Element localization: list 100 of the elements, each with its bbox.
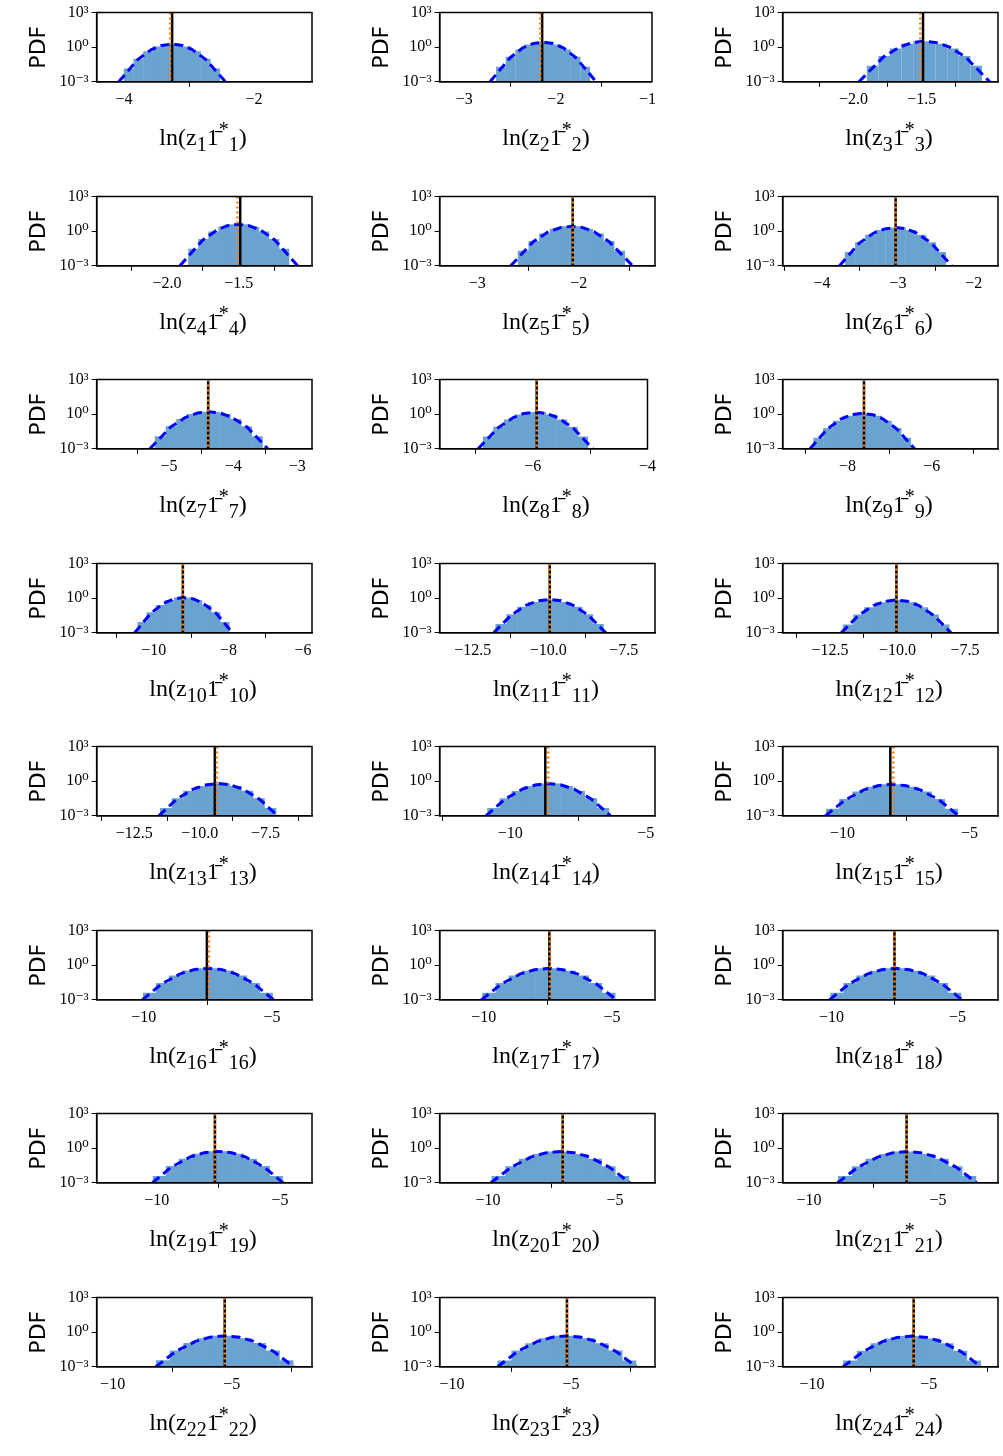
- x-tick-label: −10: [497, 823, 523, 841]
- x-tick-label: −5: [606, 1190, 624, 1208]
- y-axis-title: PDF: [24, 1126, 50, 1170]
- y-axis-title: PDF: [367, 759, 393, 803]
- x-axis-title: ln(z$_{11}$1̄$^{*}$$_{11}$): [492, 667, 600, 708]
- y-tick-label: 10⁰: [409, 1321, 432, 1339]
- x-axis-title: ln(z$_{18}$1̄$^{*}$$_{18}$): [834, 1034, 944, 1075]
- x-tick-label: −1.5: [224, 273, 254, 291]
- line-series: [839, 597, 953, 633]
- y-tick-label: 10³: [410, 920, 432, 938]
- x-axis-title: ln(z$_{13}$1̄$^{*}$$_{13}$): [148, 851, 258, 891]
- x-tick-label: −10: [796, 1190, 822, 1208]
- x-tick-label: −10: [100, 1374, 126, 1392]
- y-axis-title: PDF: [710, 25, 736, 69]
- y-tick-label: 10⁻³: [59, 622, 89, 640]
- y-tick-label: 10⁻³: [745, 806, 775, 823]
- y-tick-label: 10⁰: [752, 587, 775, 605]
- line-series: [827, 966, 964, 1000]
- x-tick-label: −7.5: [251, 823, 281, 841]
- y-tick-label: 10⁻³: [402, 72, 432, 89]
- x-axis-title: ln(z$_{2}$1̄$^{*}$$_{2}$): [501, 117, 591, 157]
- y-tick-label: 10⁻³: [745, 622, 775, 640]
- line-series: [838, 225, 954, 266]
- line-series: [492, 597, 608, 633]
- x-tick-label: −6: [294, 640, 312, 658]
- y-tick-label: 10³: [410, 736, 432, 754]
- y-tick-label: 10⁻³: [59, 806, 89, 823]
- x-tick-label: −5: [223, 1374, 241, 1392]
- x-tick-label: −1: [638, 89, 656, 107]
- y-tick-label: 10⁰: [752, 37, 775, 55]
- y-tick-label: 10⁻³: [745, 72, 775, 89]
- y-tick-label: 10³: [67, 920, 89, 938]
- x-axis-title: ln(z$_{19}$1̄$^{*}$$_{19}$): [148, 1218, 258, 1258]
- x-tick-label: −2: [245, 89, 263, 107]
- y-tick-label: 10⁻³: [59, 1356, 89, 1374]
- x-axis-title: ln(z$_{15}$1̄$^{*}$$_{15}$): [834, 851, 944, 891]
- y-tick-label: 10⁰: [66, 771, 89, 789]
- y-tick-label: 10⁻³: [745, 989, 775, 1007]
- x-tick-label: −2: [547, 89, 565, 107]
- y-axis-title: PDF: [24, 1310, 50, 1354]
- x-tick-label: −5: [562, 1374, 580, 1392]
- y-tick-label: 10⁻³: [402, 989, 432, 1007]
- y-tick-label: 10⁰: [409, 954, 432, 972]
- y-tick-label: 10⁻³: [402, 806, 432, 823]
- y-tick-label: 10⁰: [752, 1138, 775, 1156]
- y-tick-label: 10⁻³: [59, 72, 89, 89]
- y-tick-label: 10⁰: [409, 220, 432, 238]
- x-tick-label: −10: [439, 1374, 465, 1392]
- y-tick-label: 10³: [410, 553, 432, 571]
- y-tick-label: 10⁻³: [59, 439, 89, 456]
- y-tick-label: 10⁻³: [745, 1173, 775, 1190]
- y-tick-label: 10³: [67, 2, 89, 20]
- y-tick-label: 10³: [67, 736, 89, 754]
- x-tick-label: −2.0: [152, 273, 182, 291]
- y-tick-label: 10⁻³: [745, 255, 775, 273]
- x-tick-label: −3: [288, 456, 306, 474]
- y-axis-title: PDF: [367, 1126, 393, 1170]
- x-tick-label: −5: [637, 823, 655, 841]
- y-axis-title: PDF: [710, 1126, 736, 1170]
- x-tick-label: −5: [263, 1007, 281, 1025]
- line-series: [488, 40, 598, 82]
- y-tick-label: 10³: [67, 186, 89, 204]
- x-tick-label: −5: [920, 1374, 938, 1392]
- y-axis-title: PDF: [367, 209, 393, 253]
- y-tick-label: 10⁻³: [745, 1356, 775, 1374]
- y-tick-label: 10³: [410, 1287, 432, 1305]
- x-tick-label: −5: [929, 1190, 947, 1208]
- x-tick-label: −7.5: [950, 640, 980, 658]
- x-tick-label: −8: [219, 640, 237, 658]
- y-axis-title: PDF: [24, 392, 50, 436]
- y-tick-label: 10⁰: [409, 404, 432, 422]
- x-axis-title: ln(z$_{9}$1̄$^{*}$$_{9}$): [844, 484, 934, 524]
- x-tick-label: −2: [570, 273, 588, 291]
- y-tick-label: 10³: [753, 1103, 775, 1121]
- x-tick-label: −10: [818, 1007, 845, 1025]
- y-tick-label: 10⁰: [752, 954, 775, 972]
- line-series: [808, 411, 917, 449]
- y-tick-label: 10⁰: [66, 220, 89, 238]
- x-tick-label: −2.0: [839, 89, 869, 107]
- y-axis-title: PDF: [24, 759, 50, 803]
- x-tick-label: −6: [923, 456, 941, 474]
- x-tick-label: −4: [813, 273, 831, 291]
- x-axis-title: ln(z$_{5}$1̄$^{*}$$_{5}$): [501, 300, 591, 341]
- y-axis-title: PDF: [367, 392, 393, 436]
- x-tick-label: −8: [839, 456, 857, 474]
- y-tick-label: 10⁰: [752, 404, 775, 422]
- line-series: [178, 222, 300, 266]
- y-axis-title: PDF: [24, 576, 50, 620]
- x-tick-label: −10: [799, 1374, 825, 1392]
- x-tick-label: −5: [271, 1190, 289, 1208]
- y-axis-title: PDF: [710, 209, 736, 253]
- x-tick-label: −10: [131, 1007, 157, 1025]
- x-tick-label: −12.5: [454, 640, 492, 658]
- y-tick-label: 10⁻³: [402, 1173, 432, 1190]
- x-tick-label: −10.0: [181, 823, 219, 841]
- y-tick-label: 10⁻³: [402, 622, 432, 640]
- line-series: [150, 1149, 285, 1183]
- y-tick-label: 10³: [753, 920, 775, 938]
- x-tick-label: −1.5: [907, 89, 937, 107]
- x-tick-label: −2: [965, 273, 983, 291]
